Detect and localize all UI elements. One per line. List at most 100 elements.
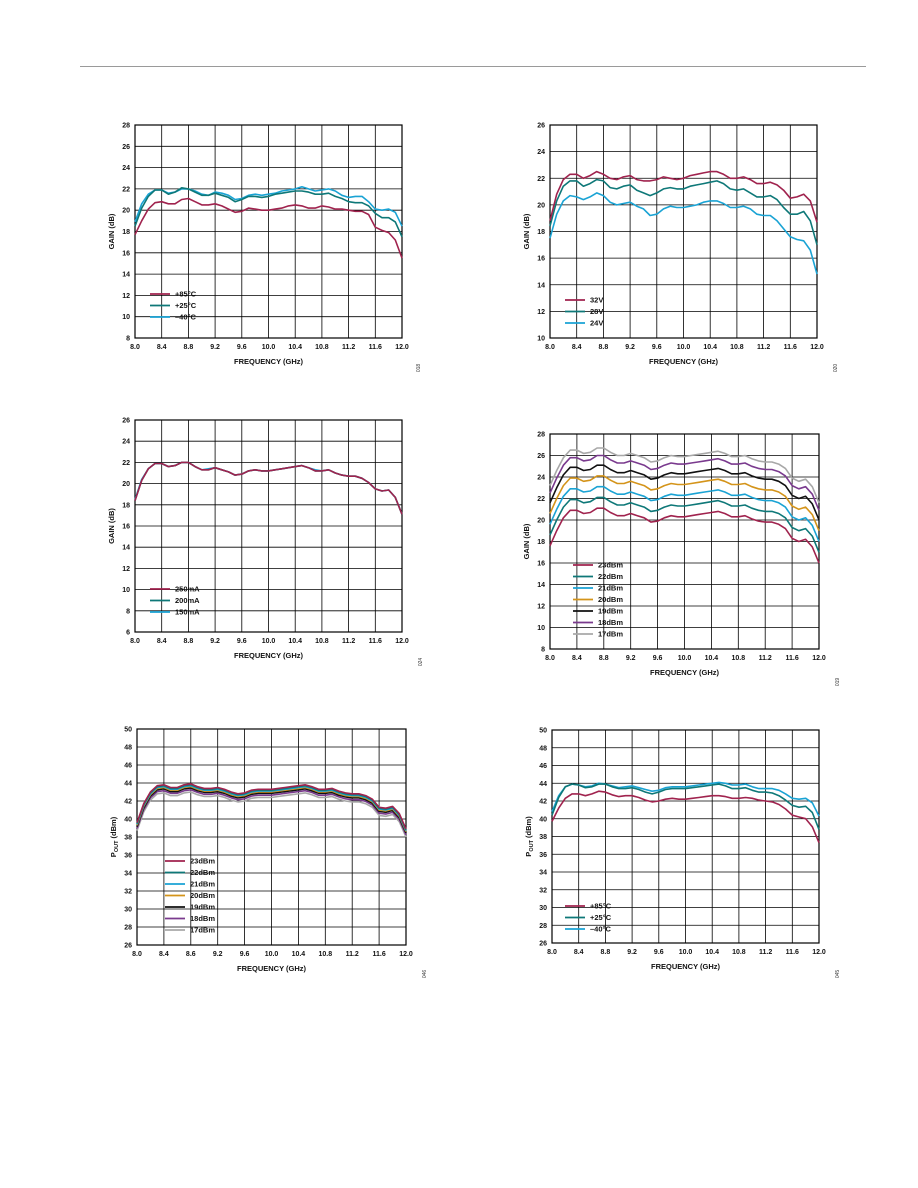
legend-label: 250mA [175, 585, 200, 594]
y-tick-label: 16 [122, 250, 130, 257]
y-tick-label: 38 [539, 834, 547, 841]
legend-label: 28V [590, 307, 603, 316]
y-tick-label: 14 [122, 545, 130, 552]
x-tick-label: 11.6 [786, 949, 799, 956]
series-lines [551, 781, 820, 844]
figure-code: 045 [835, 970, 841, 979]
y-tick-label: 20 [122, 208, 130, 215]
x-tick-label: 12.0 [810, 344, 824, 351]
y-tick-label: 8 [126, 336, 130, 343]
y-tick-label: 26 [537, 453, 545, 460]
x-tick-label: 9.6 [653, 655, 663, 662]
series-line-1 [134, 187, 403, 238]
grid [549, 433, 820, 650]
x-tick-label: 10.0 [262, 638, 276, 645]
y-tick-label: 10 [122, 587, 130, 594]
plot-frame [134, 419, 403, 633]
x-tick-label: 8.6 [186, 951, 196, 958]
y-tick-label: 20 [537, 518, 545, 525]
x-tick-label: 11.6 [369, 638, 382, 645]
legend-label: 18dBm [598, 618, 623, 627]
y-tick-label: 10 [537, 336, 545, 343]
plot-frame [134, 124, 403, 339]
legend-label: 20dBm [190, 891, 215, 900]
y-tick-label: 38 [124, 835, 132, 842]
y-tick-label: 36 [124, 853, 132, 860]
x-tick-label: 9.2 [210, 344, 220, 351]
y-axis-label-unit: (dBm) [524, 816, 533, 840]
series-line-5 [549, 454, 820, 511]
legend: 250mA 200mA 150mA [150, 585, 200, 617]
x-tick-label: 11.6 [784, 344, 797, 351]
series-line-0 [136, 783, 407, 830]
x-tick-label: 10.4 [705, 949, 719, 956]
x-tick-label: 9.6 [237, 638, 247, 645]
x-tick-label: 8.4 [572, 344, 582, 351]
gain-vs-frequency-supply-voltage-chart: 8.0 8.4 8.8 9.2 9.6 10.0 10.4 10.8 11.2 11.6 12.0 1… [522, 123, 839, 373]
x-tick-label: 8.8 [601, 949, 611, 956]
y-axis-label: GAIN (dB) [522, 523, 531, 559]
x-tick-label: 8.0 [130, 344, 140, 351]
x-tick-label: 8.0 [545, 655, 555, 662]
series-line-3 [549, 475, 820, 532]
y-tick-label: 22 [122, 460, 130, 467]
x-tick-label: 9.2 [210, 638, 220, 645]
x-tick-label: 10.8 [318, 951, 332, 958]
y-tick-label: 12 [122, 293, 130, 300]
x-tick-label: 10.4 [288, 344, 302, 351]
x-axis-label: FREQUENCY (GHz) [649, 357, 719, 366]
y-tick-label: 26 [537, 123, 545, 130]
y-tick-label: 42 [124, 799, 132, 806]
y-axis-label-unit: (dBm) [109, 816, 118, 840]
y-tick-label: 30 [539, 905, 547, 912]
figure-code: 020 [833, 364, 839, 373]
x-tick-label: 10.4 [705, 655, 719, 662]
legend: +85°C +25°C –40°C [150, 290, 197, 322]
x-tick-label: 10.4 [703, 344, 717, 351]
series-line-0 [134, 461, 403, 515]
x-tick-label: 8.0 [547, 949, 557, 956]
y-tick-label: 28 [537, 432, 545, 439]
x-axis-label: FREQUENCY (GHz) [234, 651, 304, 660]
y-tick-label: 16 [537, 256, 545, 263]
plot-frame [551, 729, 820, 944]
x-tick-label: 8.4 [159, 951, 169, 958]
series-line-6 [136, 791, 407, 838]
series-line-0 [551, 790, 820, 844]
y-axis-label: GAIN (dB) [107, 213, 116, 249]
y-tick-label: 48 [124, 745, 132, 752]
y-tick-label: 32 [124, 889, 132, 896]
x-tick-label: 10.0 [678, 655, 692, 662]
y-tick-label: 24 [122, 165, 130, 172]
y-tick-label: 30 [124, 907, 132, 914]
pout-vs-frequency-temperature-chart: 8.0 8.4 8.8 9.2 9.6 10.0 10.4 10.8 11.2 11.6 12.0 2… [524, 728, 841, 979]
y-axis-label: GAIN (dB) [107, 508, 116, 544]
y-tick-label: 48 [539, 745, 547, 752]
x-tick-label: 8.4 [572, 655, 582, 662]
y-tick-label: 26 [122, 144, 130, 151]
x-tick-label: 10.4 [288, 638, 302, 645]
x-tick-label: 8.8 [599, 655, 609, 662]
x-tick-label: 8.0 [132, 951, 142, 958]
y-tick-label: 18 [122, 502, 130, 509]
x-tick-label: 10.8 [730, 344, 744, 351]
gain-vs-frequency-temperature-chart: 8.0 8.4 8.8 9.2 9.6 10.0 10.4 10.8 11.2 11.6 12.0 8… [107, 123, 422, 373]
legend-label: 21dBm [598, 584, 623, 593]
y-tick-label: 44 [539, 781, 547, 788]
legend-label: 19dBm [598, 607, 623, 616]
x-axis-label: FREQUENCY (GHz) [650, 668, 720, 677]
y-axis-label: POUT (dBm) [524, 816, 535, 857]
grid [549, 124, 818, 339]
legend-label: 23dBm [190, 857, 215, 866]
gain-vs-frequency-quiescent-current-chart: 8.0 8.4 8.8 9.2 9.6 10.0 10.4 10.8 11.2 11.6 12.0 6… [107, 418, 424, 667]
pout-vs-frequency-input-power-chart: 8.0 8.4 8.6 9.2 9.6 10.0 10.4 10.8 11.2 11.6 12.0 2… [109, 727, 428, 979]
y-axis-label-main: P [109, 852, 118, 857]
y-tick-label: 26 [539, 941, 547, 948]
y-tick-label: 28 [539, 923, 547, 930]
x-tick-label: 11.2 [757, 344, 770, 351]
plot-frame [549, 124, 818, 339]
y-tick-label: 16 [537, 561, 545, 568]
legend-label: +25°C [175, 301, 197, 310]
series-line-6 [549, 447, 820, 504]
y-tick-label: 12 [537, 604, 545, 611]
